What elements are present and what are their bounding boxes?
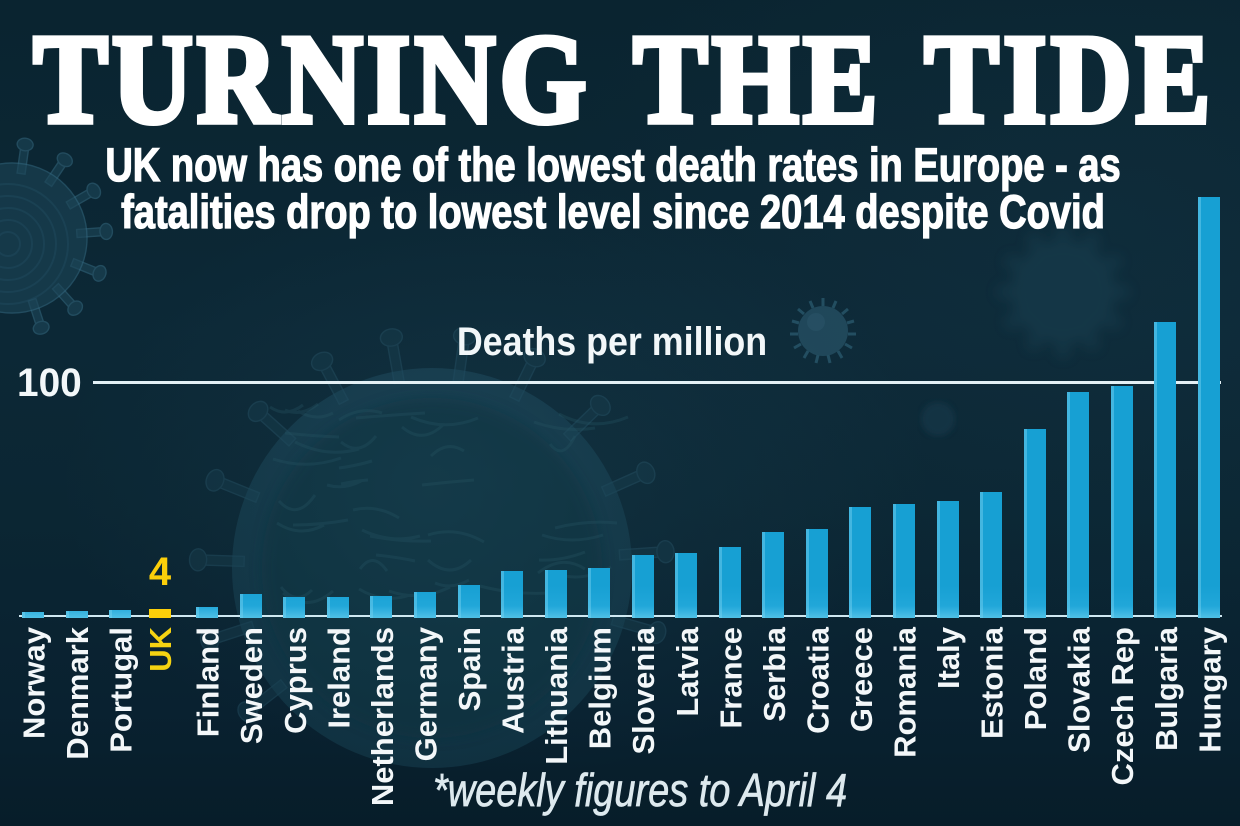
svg-text:Cyprus: Cyprus: [278, 627, 313, 734]
svg-text:Hungary: Hungary: [1192, 626, 1227, 753]
svg-text:Germany: Germany: [408, 626, 443, 761]
svg-text:UK: UK: [143, 626, 178, 671]
svg-text:Belgium: Belgium: [583, 627, 618, 749]
svg-text:Slovenia: Slovenia: [626, 626, 661, 754]
svg-text:Romania: Romania: [888, 626, 923, 758]
svg-text:Slovakia: Slovakia: [1062, 626, 1097, 753]
svg-text:Lithuania: Lithuania: [539, 626, 574, 765]
svg-text:Latvia: Latvia: [670, 626, 705, 716]
svg-text:Denmark: Denmark: [60, 626, 95, 759]
svg-text:Netherlands: Netherlands: [365, 627, 400, 806]
svg-text:Estonia: Estonia: [975, 626, 1010, 739]
svg-text:Italy: Italy: [931, 626, 966, 689]
svg-text:Portugal: Portugal: [104, 627, 139, 753]
svg-text:Serbia: Serbia: [757, 626, 792, 722]
svg-text:France: France: [713, 627, 748, 729]
svg-text:Bulgaria: Bulgaria: [1149, 626, 1184, 751]
svg-text:Sweden: Sweden: [234, 627, 269, 744]
svg-text:Poland: Poland: [1018, 627, 1053, 730]
svg-text:Croatia: Croatia: [800, 626, 835, 734]
svg-text:Norway: Norway: [17, 626, 52, 739]
svg-text:Austria: Austria: [496, 626, 531, 734]
svg-text:Ireland: Ireland: [321, 627, 356, 729]
svg-text:Finland: Finland: [191, 627, 226, 737]
svg-text:Greece: Greece: [844, 627, 879, 732]
svg-text:Czech Rep: Czech Rep: [1105, 627, 1140, 785]
svg-text:Spain: Spain: [452, 627, 487, 711]
